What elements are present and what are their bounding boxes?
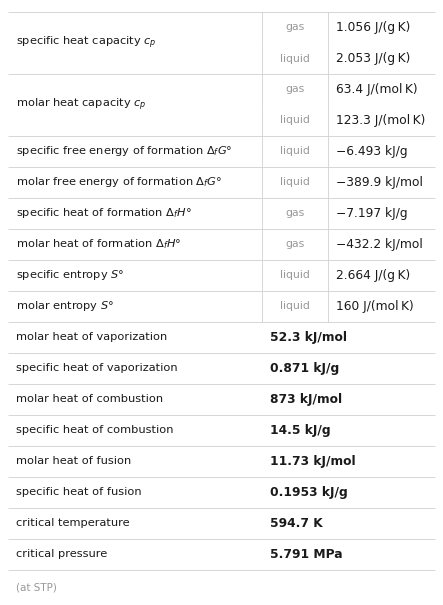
Text: critical pressure: critical pressure xyxy=(16,549,107,560)
Text: 5.791 MPa: 5.791 MPa xyxy=(270,548,343,561)
Text: 14.5 kJ/g: 14.5 kJ/g xyxy=(270,424,330,437)
Text: molar free energy of formation $\Delta_f G$°: molar free energy of formation $\Delta_f… xyxy=(16,175,222,189)
Text: gas: gas xyxy=(286,240,305,249)
Text: −7.197 kJ/g: −7.197 kJ/g xyxy=(336,207,408,220)
Text: molar heat of formation $\Delta_f H$°: molar heat of formation $\Delta_f H$° xyxy=(16,238,182,252)
Text: 1.056 J/(g K): 1.056 J/(g K) xyxy=(336,21,411,34)
Text: specific heat capacity $c_p$: specific heat capacity $c_p$ xyxy=(16,35,156,51)
Text: specific heat of vaporization: specific heat of vaporization xyxy=(16,364,178,373)
Text: −389.9 kJ/mol: −389.9 kJ/mol xyxy=(336,176,423,189)
Text: specific free energy of formation $\Delta_f G$°: specific free energy of formation $\Delt… xyxy=(16,145,233,159)
Text: specific heat of formation $\Delta_f H$°: specific heat of formation $\Delta_f H$° xyxy=(16,206,192,220)
Text: 2.053 J/(g K): 2.053 J/(g K) xyxy=(336,52,411,65)
Text: 63.4 J/(mol K): 63.4 J/(mol K) xyxy=(336,83,418,96)
Text: liquid: liquid xyxy=(280,116,310,125)
Text: specific heat of fusion: specific heat of fusion xyxy=(16,488,142,497)
Text: 52.3 kJ/mol: 52.3 kJ/mol xyxy=(270,331,347,344)
Text: liquid: liquid xyxy=(280,53,310,64)
Text: liquid: liquid xyxy=(280,177,310,188)
Text: molar entropy $S$°: molar entropy $S$° xyxy=(16,299,114,313)
Text: specific heat of combustion: specific heat of combustion xyxy=(16,425,174,436)
Text: 160 J/(mol K): 160 J/(mol K) xyxy=(336,300,414,313)
Text: 0.1953 kJ/g: 0.1953 kJ/g xyxy=(270,486,348,499)
Text: 2.664 J/(g K): 2.664 J/(g K) xyxy=(336,269,411,282)
Text: (at STP): (at STP) xyxy=(16,582,57,592)
Text: gas: gas xyxy=(286,209,305,218)
Text: 873 kJ/mol: 873 kJ/mol xyxy=(270,393,342,406)
Text: 11.73 kJ/mol: 11.73 kJ/mol xyxy=(270,455,356,468)
Text: molar heat capacity $c_p$: molar heat capacity $c_p$ xyxy=(16,97,146,113)
Text: 594.7 K: 594.7 K xyxy=(270,517,323,530)
Text: liquid: liquid xyxy=(280,146,310,157)
Text: molar heat of fusion: molar heat of fusion xyxy=(16,457,131,466)
Text: specific entropy $S$°: specific entropy $S$° xyxy=(16,269,124,283)
Text: liquid: liquid xyxy=(280,270,310,281)
Text: −432.2 kJ/mol: −432.2 kJ/mol xyxy=(336,238,423,251)
Text: critical temperature: critical temperature xyxy=(16,518,130,529)
Text: 123.3 J/(mol K): 123.3 J/(mol K) xyxy=(336,114,426,127)
Text: 0.871 kJ/g: 0.871 kJ/g xyxy=(270,362,339,375)
Text: liquid: liquid xyxy=(280,301,310,312)
Text: molar heat of vaporization: molar heat of vaporization xyxy=(16,333,167,342)
Text: gas: gas xyxy=(286,85,305,94)
Text: −6.493 kJ/g: −6.493 kJ/g xyxy=(336,145,408,158)
Text: molar heat of combustion: molar heat of combustion xyxy=(16,394,163,405)
Text: gas: gas xyxy=(286,22,305,33)
